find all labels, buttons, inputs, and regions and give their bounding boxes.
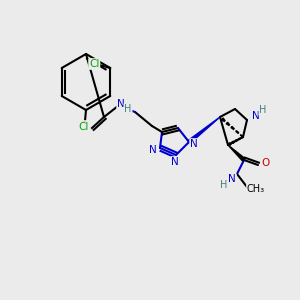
Polygon shape	[235, 140, 237, 142]
Polygon shape	[232, 141, 234, 143]
Text: Cl: Cl	[89, 59, 99, 69]
Text: H: H	[124, 104, 132, 114]
Polygon shape	[241, 135, 243, 137]
Text: N: N	[117, 99, 125, 109]
Text: N: N	[228, 174, 236, 184]
Text: O: O	[80, 121, 88, 131]
Text: H: H	[220, 180, 228, 190]
Text: H: H	[259, 105, 267, 115]
Text: Cl: Cl	[79, 122, 89, 132]
Polygon shape	[188, 117, 220, 143]
Polygon shape	[229, 143, 231, 146]
Polygon shape	[231, 126, 234, 129]
Text: O: O	[262, 158, 270, 168]
Text: N: N	[149, 145, 157, 155]
Polygon shape	[238, 138, 240, 140]
Text: CH₃: CH₃	[247, 184, 265, 194]
Polygon shape	[228, 145, 245, 161]
Polygon shape	[242, 136, 243, 138]
Text: N: N	[252, 111, 260, 121]
Polygon shape	[226, 122, 230, 125]
Text: N: N	[171, 157, 179, 167]
Polygon shape	[221, 118, 225, 122]
Polygon shape	[236, 131, 239, 134]
Text: N: N	[190, 139, 198, 149]
